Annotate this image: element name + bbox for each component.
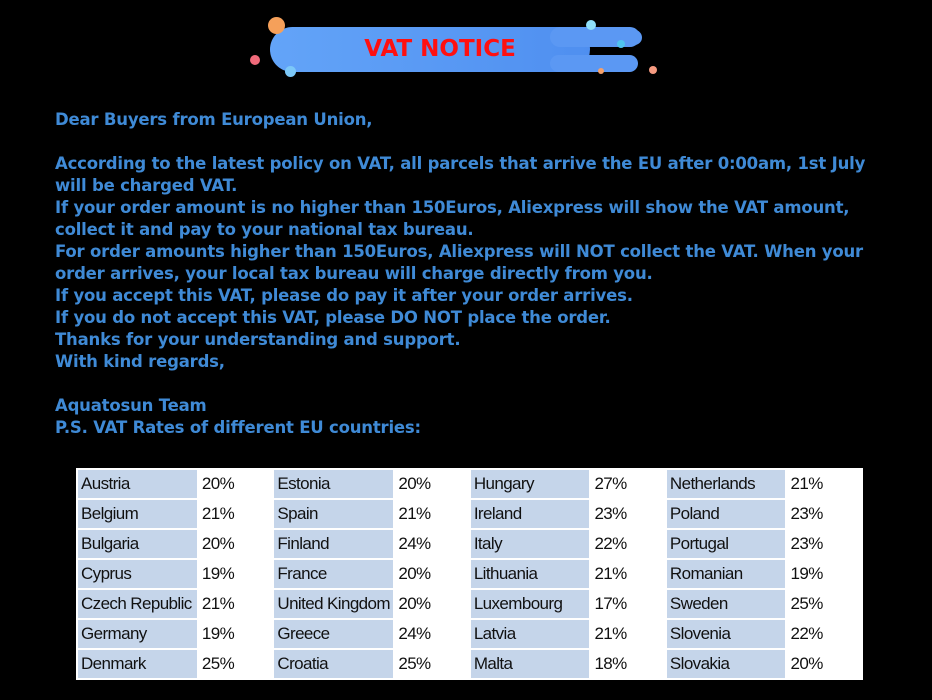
vat-rate-cell: 21% <box>589 558 667 590</box>
vat-rate-cell: 25% <box>393 648 471 680</box>
vat-rate-cell: 22% <box>589 528 667 560</box>
decor-dot <box>586 20 596 30</box>
country-cell: Sweden <box>664 588 788 620</box>
table-row: Cyprus 19% France 20% Lithuania 21% Romanian 19… <box>76 558 863 590</box>
vat-rate-cell: 21% <box>589 618 667 650</box>
country-cell: Bulgaria <box>76 528 199 560</box>
letter-line: If you do not accept this VAT, please DO… <box>55 308 611 327</box>
country-cell: Malta <box>468 648 592 680</box>
country-cell: Poland <box>664 498 788 530</box>
country-cell: Spain <box>272 498 396 530</box>
letter-line: Thanks for your understanding and suppor… <box>55 330 461 349</box>
vat-rate-cell: 25% <box>785 588 863 620</box>
vat-rate-cell: 19% <box>785 558 863 590</box>
country-cell: Ireland <box>468 498 592 530</box>
vat-rate-cell: 25% <box>196 648 275 680</box>
letter-line: If you accept this VAT, please do pay it… <box>55 286 633 305</box>
decor-dot <box>617 40 625 48</box>
vat-rate-cell: 21% <box>196 498 275 530</box>
country-cell: Hungary <box>468 468 592 500</box>
decor-dot <box>250 55 260 65</box>
country-cell: Netherlands <box>664 468 788 500</box>
table-row: Belgium 21% Spain 21% Ireland 23% Poland 23% <box>76 498 863 530</box>
vat-rate-cell: 21% <box>393 498 471 530</box>
country-cell: Italy <box>468 528 592 560</box>
country-cell: Estonia <box>272 468 396 500</box>
decor-dot <box>598 68 604 74</box>
letter-line: Aquatosun Team <box>55 396 207 415</box>
table-row: Denmark 25% Croatia 25% Malta 18% Slovakia 20% <box>76 648 863 680</box>
table-row: Bulgaria 20% Finland 24% Italy 22% Portugal 23% <box>76 528 863 560</box>
country-cell: Greece <box>272 618 396 650</box>
letter-line <box>55 373 865 395</box>
notice-letter: Dear Buyers from European Union, Accordin… <box>55 109 865 439</box>
decor-dot <box>285 66 296 77</box>
letter-line: will be charged VAT. <box>55 176 238 195</box>
vat-notice-banner: VAT NOTICE <box>250 15 670 80</box>
letter-line: If your order amount is no higher than 1… <box>55 198 850 217</box>
vat-rate-cell: 19% <box>196 618 275 650</box>
country-cell: Romanian <box>664 558 788 590</box>
table-row: Germany 19% Greece 24% Latvia 21% Slovenia 22% <box>76 618 863 650</box>
country-cell: France <box>272 558 396 590</box>
vat-rate-cell: 20% <box>393 468 471 500</box>
banner-bar <box>270 27 590 72</box>
letter-line: order arrives, your local tax bureau wil… <box>55 264 653 283</box>
letter-line: With kind regards, <box>55 352 225 371</box>
decor-dot <box>268 17 285 34</box>
table-row: Czech Republic 21% United Kingdom 20% Luxemb… <box>76 588 863 620</box>
vat-rate-cell: 20% <box>196 468 275 500</box>
vat-rate-cell: 20% <box>393 558 471 590</box>
vat-rate-cell: 24% <box>393 528 471 560</box>
country-cell: Lithuania <box>468 558 592 590</box>
vat-rate-cell: 19% <box>196 558 275 590</box>
letter-line: According to the latest policy on VAT, a… <box>55 154 866 173</box>
country-cell: United Kingdom <box>272 588 396 620</box>
country-cell: Belgium <box>76 498 199 530</box>
country-cell: Czech Republic <box>76 588 199 620</box>
vat-rate-cell: 21% <box>196 588 275 620</box>
vat-rate-cell: 23% <box>785 528 863 560</box>
country-cell: Slovakia <box>664 648 788 680</box>
decor-dot <box>649 66 657 74</box>
vat-rate-cell: 27% <box>589 468 667 500</box>
vat-rate-cell: 20% <box>785 648 863 680</box>
country-cell: Denmark <box>76 648 199 680</box>
country-cell: Austria <box>76 468 199 500</box>
country-cell: Cyprus <box>76 558 199 590</box>
letter-line: P.S. VAT Rates of different EU countries… <box>55 418 421 437</box>
country-cell: Croatia <box>272 648 396 680</box>
letter-line: For order amounts higher than 150Euros, … <box>55 242 863 261</box>
country-cell: Latvia <box>468 618 592 650</box>
vat-rate-cell: 23% <box>589 498 667 530</box>
banner-decoration <box>620 30 642 45</box>
country-cell: Germany <box>76 618 199 650</box>
country-cell: Portugal <box>664 528 788 560</box>
banner-decoration <box>550 55 638 72</box>
country-cell: Finland <box>272 528 396 560</box>
vat-rate-cell: 22% <box>785 618 863 650</box>
letter-line <box>55 131 865 153</box>
vat-rate-cell: 20% <box>393 588 471 620</box>
vat-rates-table: Austria 20% Estonia 20% Hungary 27% Netherland… <box>76 468 863 680</box>
country-cell: Luxembourg <box>468 588 592 620</box>
country-cell: Slovenia <box>664 618 788 650</box>
vat-rate-cell: 17% <box>589 588 667 620</box>
vat-rate-cell: 20% <box>196 528 275 560</box>
vat-rate-cell: 23% <box>785 498 863 530</box>
vat-rate-cell: 21% <box>785 468 863 500</box>
letter-line: Dear Buyers from European Union, <box>55 110 373 129</box>
banner-title: VAT NOTICE <box>364 36 516 62</box>
table-row: Austria 20% Estonia 20% Hungary 27% Netherland… <box>76 468 863 500</box>
letter-line: collect it and pay to your national tax … <box>55 220 474 239</box>
vat-rate-cell: 18% <box>589 648 667 680</box>
vat-rate-cell: 24% <box>393 618 471 650</box>
